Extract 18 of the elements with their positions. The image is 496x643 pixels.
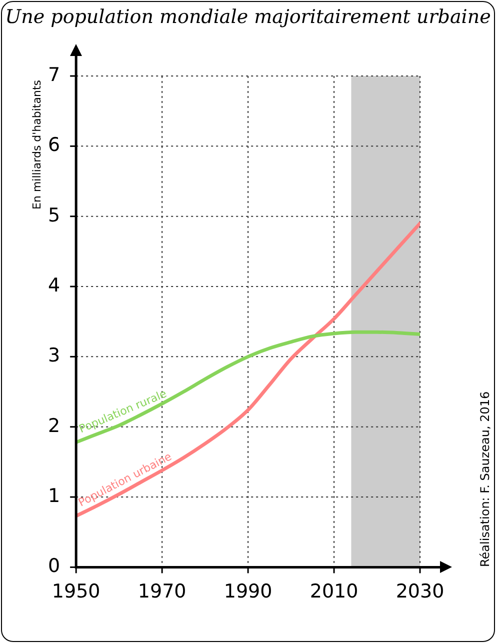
x-tick-label: 2010 (310, 580, 358, 603)
x-tick-label: 2030 (396, 580, 444, 603)
x-tick-label: 1970 (138, 580, 186, 603)
y-tick-label: 0 (48, 555, 60, 578)
text: Réalisation: F. Sauzeau, 2016 (478, 392, 492, 568)
y-axis-title: En milliards d'habitants (30, 80, 44, 210)
y-tick-label: 7 (48, 64, 60, 86)
chart-title: Une population mondiale majoritairement urbaine (4, 6, 492, 28)
y-tick-label: 4 (48, 274, 60, 296)
x-tick-label: 1950 (52, 580, 100, 603)
y-tick-label: 5 (48, 204, 60, 226)
y-tick-label: 2 (48, 414, 60, 437)
y-tick-label: 6 (48, 134, 60, 156)
line-series (76, 330, 420, 444)
line-series (76, 222, 420, 518)
y-tick-label: 1 (48, 484, 60, 507)
y-tick-label: 3 (48, 344, 60, 367)
x-tick-label: 1990 (224, 580, 272, 603)
